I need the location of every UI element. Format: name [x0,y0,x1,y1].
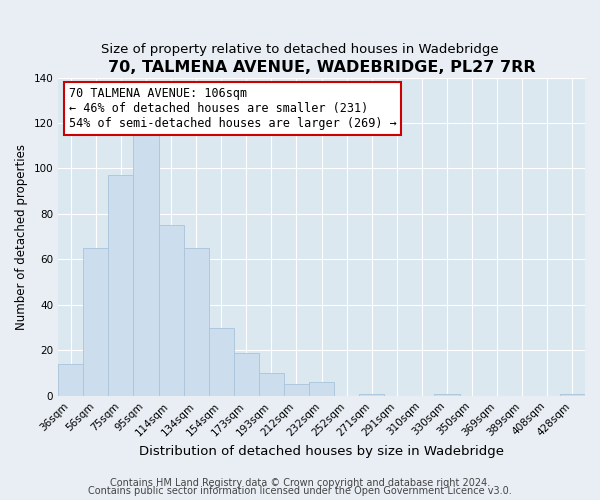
Bar [284,384,309,396]
Text: Size of property relative to detached houses in Wadebridge: Size of property relative to detached ho… [101,42,499,56]
Text: 70 TALMENA AVENUE: 106sqm
← 46% of detached houses are smaller (231)
54% of semi: 70 TALMENA AVENUE: 106sqm ← 46% of detac… [69,87,397,130]
Bar [58,364,83,396]
Bar [158,226,184,396]
Bar [234,352,259,396]
Bar [359,394,385,396]
Text: Contains HM Land Registry data © Crown copyright and database right 2024.: Contains HM Land Registry data © Crown c… [110,478,490,488]
Bar [133,134,158,396]
X-axis label: Distribution of detached houses by size in Wadebridge: Distribution of detached houses by size … [139,444,504,458]
Bar [434,394,460,396]
Y-axis label: Number of detached properties: Number of detached properties [15,144,28,330]
Text: Contains public sector information licensed under the Open Government Licence v3: Contains public sector information licen… [88,486,512,496]
Bar [184,248,209,396]
Title: 70, TALMENA AVENUE, WADEBRIDGE, PL27 7RR: 70, TALMENA AVENUE, WADEBRIDGE, PL27 7RR [108,60,535,75]
Bar [83,248,109,396]
Bar [259,373,284,396]
Bar [109,176,133,396]
Bar [560,394,585,396]
Bar [209,328,234,396]
Bar [309,382,334,396]
